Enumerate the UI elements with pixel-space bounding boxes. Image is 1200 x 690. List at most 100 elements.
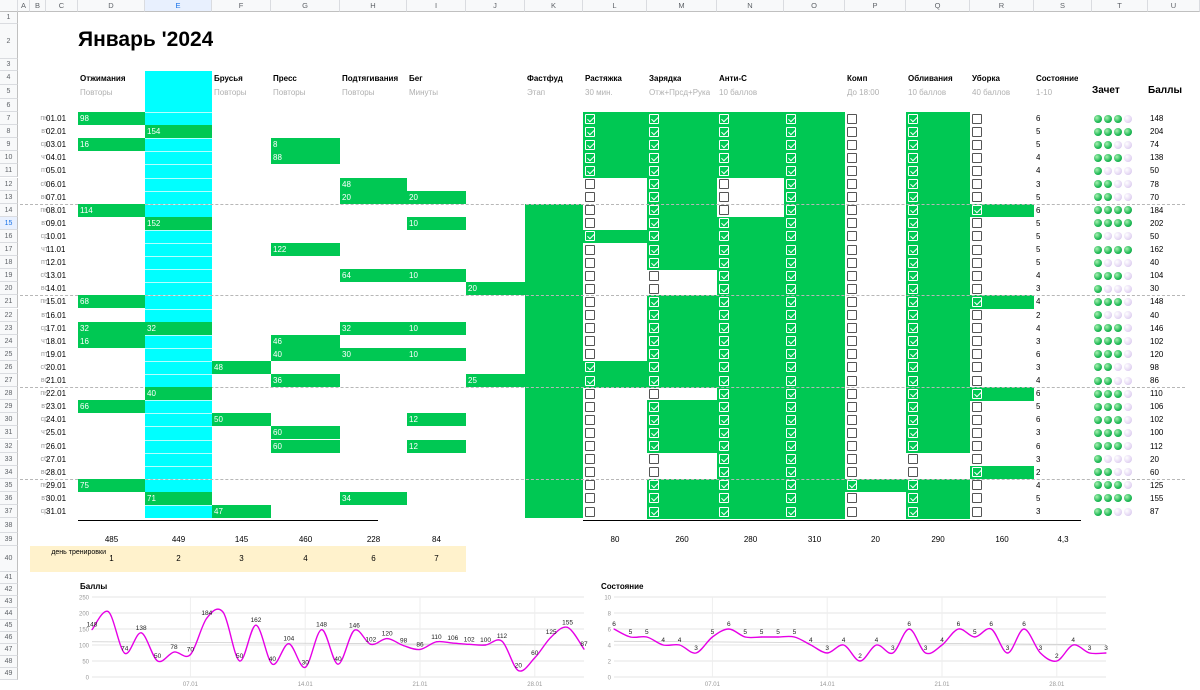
points-value[interactable]: 102: [1150, 415, 1164, 425]
checkbox-q[interactable]: [908, 467, 918, 478]
checkbox-n[interactable]: [719, 441, 729, 451]
checkbox-l[interactable]: [585, 192, 595, 203]
checkbox-l[interactable]: [585, 454, 595, 465]
exercise-value-d[interactable]: 114: [80, 205, 93, 215]
row-number[interactable]: 33: [0, 452, 18, 466]
state-value[interactable]: 6: [1036, 441, 1041, 451]
checkbox-n[interactable]: [719, 126, 729, 137]
checkbox-r[interactable]: [972, 388, 982, 399]
points-value[interactable]: 155: [1150, 493, 1164, 503]
checkbox-m[interactable]: [649, 506, 659, 517]
row-number[interactable]: 27: [0, 374, 18, 388]
state-value[interactable]: 5: [1036, 192, 1041, 202]
exercise-value-d[interactable]: 75: [80, 480, 89, 490]
exercise-value-i[interactable]: 12: [409, 415, 418, 425]
points-value[interactable]: 125: [1150, 480, 1164, 490]
date-cell[interactable]: 11.01: [46, 245, 66, 254]
date-cell[interactable]: 06.01: [46, 179, 67, 189]
date-cell[interactable]: 26.01: [46, 441, 67, 451]
checkbox-p[interactable]: [847, 179, 857, 189]
row-number[interactable]: 24: [0, 334, 18, 348]
checkbox-o[interactable]: [786, 506, 796, 517]
points-value[interactable]: 50: [1150, 231, 1159, 241]
exercise-value-g[interactable]: 60: [273, 441, 282, 451]
checkbox-n[interactable]: [719, 257, 729, 268]
exercise-value-g[interactable]: 122: [273, 245, 287, 254]
checkbox-m[interactable]: [649, 205, 659, 216]
checkbox-p[interactable]: [847, 493, 857, 504]
checkbox-q[interactable]: [908, 218, 918, 229]
checkbox-m[interactable]: [649, 480, 659, 491]
exercise-value-h[interactable]: 30: [342, 349, 351, 359]
date-cell[interactable]: 17.01: [46, 323, 67, 333]
date-cell[interactable]: 28.01: [46, 467, 67, 477]
checkbox-m[interactable]: [649, 270, 659, 281]
checkbox-n[interactable]: [719, 493, 729, 504]
checkbox-q[interactable]: [908, 427, 918, 438]
checkbox-q[interactable]: [908, 192, 918, 203]
checkbox-n[interactable]: [719, 152, 729, 163]
checkbox-p[interactable]: [847, 454, 857, 465]
checkbox-q[interactable]: [908, 205, 918, 216]
checkbox-p[interactable]: [847, 218, 857, 229]
row-number[interactable]: 25: [0, 347, 18, 361]
row-number[interactable]: 41: [0, 572, 18, 584]
date-cell[interactable]: 13.01: [46, 271, 67, 281]
exercise-value-h[interactable]: 48: [342, 179, 351, 189]
state-value[interactable]: 5: [1036, 218, 1041, 228]
checkbox-l[interactable]: [585, 349, 595, 360]
checkbox-p[interactable]: [847, 441, 857, 451]
row-number[interactable]: 29: [0, 400, 18, 414]
date-cell[interactable]: 21.01: [46, 376, 67, 385]
checkbox-q[interactable]: [908, 231, 918, 242]
row-number[interactable]: 42: [0, 584, 18, 596]
state-value[interactable]: 6: [1036, 415, 1041, 425]
date-cell[interactable]: 15.01: [46, 297, 67, 307]
checkbox-o[interactable]: [786, 179, 796, 189]
checkbox-m[interactable]: [649, 192, 659, 203]
points-value[interactable]: 30: [1150, 284, 1159, 294]
checkbox-q[interactable]: [908, 480, 918, 491]
row-number[interactable]: 1: [0, 12, 18, 24]
points-value[interactable]: 40: [1150, 258, 1159, 268]
checkbox-n[interactable]: [719, 375, 729, 386]
state-value[interactable]: 4: [1036, 323, 1041, 333]
column-letter-a[interactable]: A: [18, 0, 30, 12]
state-value[interactable]: 5: [1036, 245, 1041, 254]
exercise-value-f[interactable]: 47: [214, 507, 223, 516]
checkbox-o[interactable]: [786, 427, 796, 438]
row-number[interactable]: 48: [0, 656, 18, 668]
checkbox-l[interactable]: [585, 310, 595, 320]
row-number[interactable]: 20: [0, 282, 18, 296]
checkbox-r[interactable]: [972, 231, 982, 242]
checkbox-r[interactable]: [972, 349, 982, 360]
exercise-value-d[interactable]: 16: [80, 140, 89, 150]
exercise-value-d[interactable]: 32: [80, 323, 89, 333]
checkbox-o[interactable]: [786, 231, 796, 242]
checkbox-o[interactable]: [786, 467, 796, 478]
date-cell[interactable]: 20.01: [46, 362, 67, 372]
row-number[interactable]: 19: [0, 269, 18, 283]
date-cell[interactable]: 18.01: [46, 336, 67, 346]
row-number[interactable]: 35: [0, 478, 18, 492]
checkbox-r[interactable]: [972, 493, 982, 504]
checkbox-l[interactable]: [585, 388, 595, 399]
checkbox-p[interactable]: [847, 414, 857, 425]
checkbox-l[interactable]: [585, 506, 595, 517]
checkbox-q[interactable]: [908, 270, 918, 281]
row-number[interactable]: 17: [0, 243, 18, 257]
checkbox-l[interactable]: [585, 205, 595, 216]
column-letter-n[interactable]: N: [717, 0, 784, 12]
checkbox-m[interactable]: [649, 467, 659, 478]
checkbox-p[interactable]: [847, 506, 857, 517]
row-number[interactable]: 38: [0, 518, 18, 533]
checkbox-m[interactable]: [649, 323, 659, 334]
row-number[interactable]: 13: [0, 190, 18, 204]
state-value[interactable]: 5: [1036, 258, 1041, 268]
state-value[interactable]: 3: [1036, 454, 1041, 464]
exercise-value-d[interactable]: 16: [80, 336, 89, 346]
checkbox-m[interactable]: [649, 231, 659, 242]
exercise-value-d[interactable]: 98: [80, 114, 89, 123]
checkbox-l[interactable]: [585, 323, 595, 334]
row-number[interactable]: 9: [0, 138, 18, 152]
